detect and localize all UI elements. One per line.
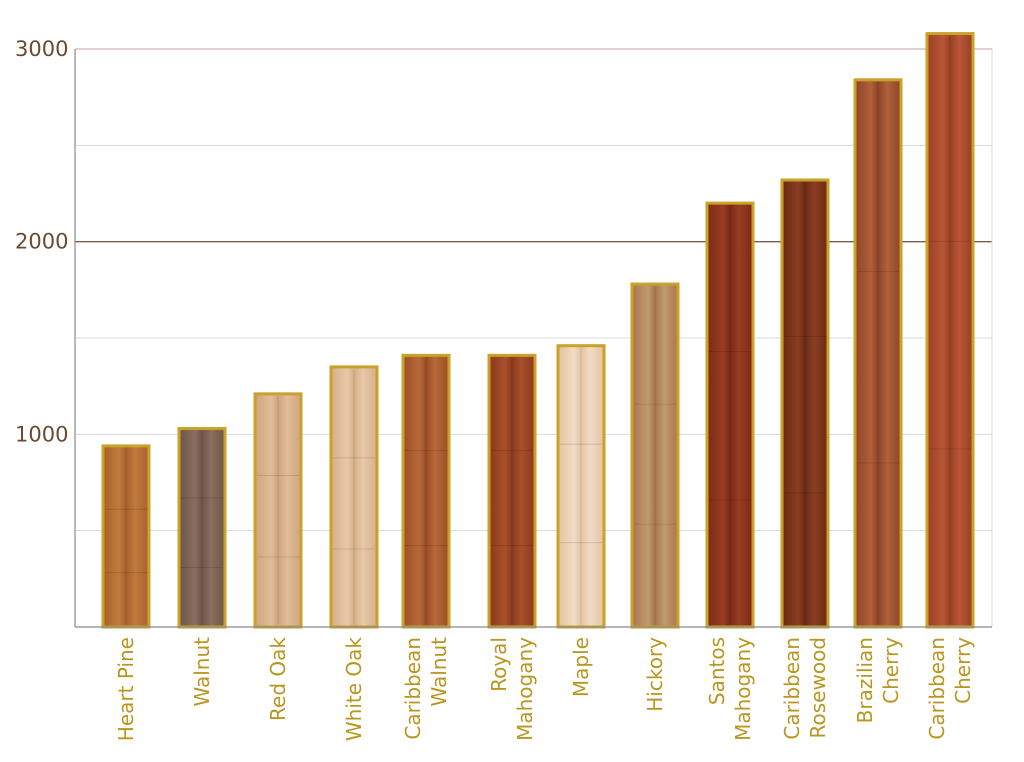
bar-heart-pine bbox=[101, 444, 151, 629]
x-tick-label: Santos bbox=[705, 637, 729, 705]
bars bbox=[101, 32, 975, 629]
x-tick-label: Walnut bbox=[190, 637, 214, 707]
y-tick-label: 3000 bbox=[15, 37, 68, 61]
axes bbox=[74, 49, 993, 628]
x-tick-label: Mahogany bbox=[513, 637, 537, 741]
bar-walnut bbox=[177, 427, 227, 629]
x-tick-label: Caribbean bbox=[401, 637, 425, 740]
x-axis-labels: Heart Pine Walnut Red Oak White Oak Caribbea… bbox=[114, 637, 975, 742]
y-tick-label: 2000 bbox=[15, 230, 68, 254]
x-tick-label: Caribbean bbox=[780, 637, 804, 740]
y-tick-label: 1000 bbox=[15, 422, 68, 446]
x-tick-label: Mahogany bbox=[731, 637, 755, 741]
bar-caribbean-rosewood bbox=[780, 178, 830, 629]
x-tick-label: Maple bbox=[569, 637, 593, 697]
bar-maple bbox=[556, 344, 606, 629]
bar bbox=[705, 201, 755, 629]
x-tick-label: Hickory bbox=[643, 637, 667, 712]
x-tick-label: Brazilian bbox=[853, 637, 877, 723]
bar bbox=[329, 365, 379, 629]
x-tick-label: Rosewood bbox=[806, 637, 830, 738]
gridlines bbox=[75, 48, 992, 532]
bar-red-oak bbox=[253, 392, 303, 629]
bar-hickory bbox=[630, 282, 680, 629]
x-tick-label: Red Oak bbox=[266, 637, 290, 721]
bar bbox=[401, 353, 451, 629]
bar-santos-mahogany bbox=[705, 201, 755, 629]
bar bbox=[780, 178, 830, 629]
y-axis-ticks: 1000 2000 3000 bbox=[15, 37, 68, 446]
bar bbox=[556, 344, 606, 629]
x-tick-label: Walnut bbox=[427, 637, 451, 707]
x-tick-label: White Oak bbox=[342, 637, 366, 742]
bar-caribbean-cherry bbox=[925, 32, 975, 629]
x-tick-label: Caribbean bbox=[925, 637, 949, 740]
x-tick-label: Cherry bbox=[879, 637, 903, 704]
bar-white-oak bbox=[329, 365, 379, 629]
bar-brazilian-cherry bbox=[853, 78, 903, 629]
bar bbox=[925, 32, 975, 629]
bar bbox=[630, 282, 680, 629]
x-tick-label: Royal bbox=[487, 637, 511, 692]
bar-royal-mahogany bbox=[487, 353, 537, 629]
x-tick-label: Cherry bbox=[951, 637, 975, 704]
bar-caribbean-walnut bbox=[401, 353, 451, 629]
x-tick-label: Heart Pine bbox=[114, 637, 138, 741]
